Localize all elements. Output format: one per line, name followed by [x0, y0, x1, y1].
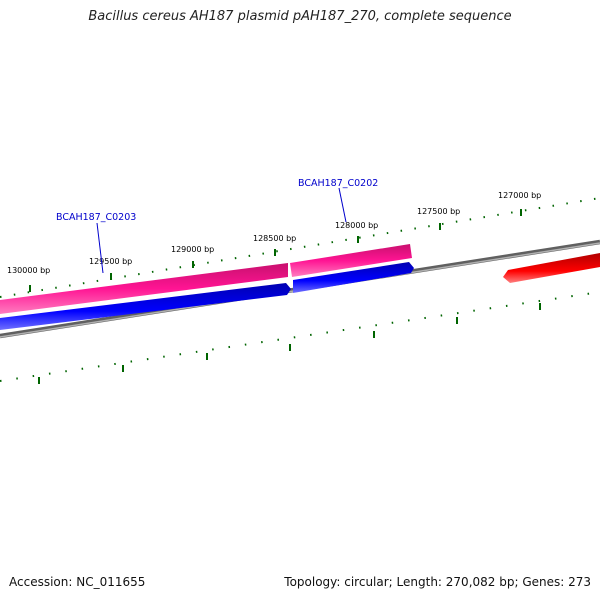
other-features: [503, 253, 600, 283]
gene-label-c0202[interactable]: BCAH187_C0202: [298, 178, 378, 189]
accession-text: Accession: NC_011655: [9, 575, 146, 589]
ruler-label-130000: 130000 bp: [7, 266, 50, 275]
gene-feature-forward[interactable]: [0, 263, 288, 314]
inner-minor-ticks: [0, 291, 600, 382]
gene-feature-forward[interactable]: [290, 244, 412, 277]
ruler-label-127500: 127500 bp: [417, 207, 460, 216]
outer-ruler-ticks: [0, 197, 600, 298]
gene-label-c0203[interactable]: BCAH187_C0203: [56, 212, 136, 223]
ruler-label-129500: 129500 bp: [89, 257, 132, 266]
forward-strand-genes: [0, 244, 412, 314]
ruler-label-128500: 128500 bp: [253, 234, 296, 243]
reverse-strand-genes: [0, 262, 414, 330]
map-summary-text: Topology: circular; Length: 270,082 bp; …: [284, 575, 591, 589]
gene-label-leader: [338, 187, 347, 223]
gene-feature-reverse[interactable]: [293, 262, 414, 293]
ruler-label-127000: 127000 bp: [498, 191, 541, 200]
ruler-label-129000: 129000 bp: [171, 245, 214, 254]
ruler-labels: 130000 bp 129500 bp 129000 bp 128500 bp …: [7, 191, 541, 275]
inner-ruler-ticks: [0, 291, 600, 384]
gene-labels: BCAH187_C0203 BCAH187_C0202: [56, 178, 378, 274]
gene-feature-other[interactable]: [503, 253, 600, 283]
ruler-label-128000: 128000 bp: [335, 221, 378, 230]
gene-label-leader: [96, 222, 104, 274]
gene-feature-reverse[interactable]: [0, 283, 291, 330]
map-title: Bacillus cereus AH187 plasmid pAH187_270…: [88, 9, 512, 24]
